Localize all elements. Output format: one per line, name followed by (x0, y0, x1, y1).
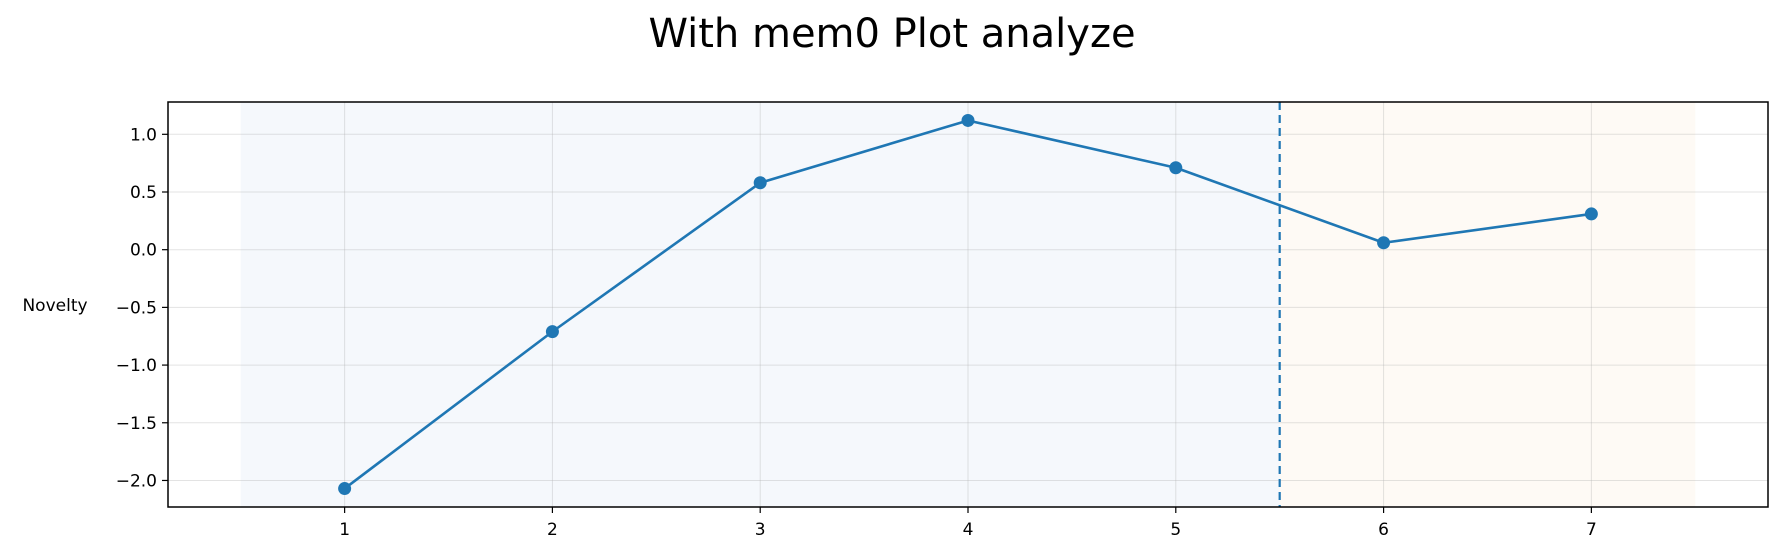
data-point-7 (1584, 207, 1598, 221)
data-point-2 (545, 325, 559, 339)
y-tick-label-1: 0.5 (130, 183, 157, 203)
data-point-4 (961, 113, 975, 127)
y-axis-ticks: 1.0 0.5 0.0 −0.5 −1.0 −1.5 −2.0 (116, 125, 168, 491)
shaded-region-1 (240, 102, 1280, 507)
data-point-1 (338, 482, 352, 496)
y-tick-label-0: 1.0 (130, 125, 157, 145)
chart-title: With mem0 Plot analyze (648, 11, 1135, 57)
data-point-6 (1377, 236, 1391, 250)
data-series (338, 113, 1598, 496)
shaded-regions (240, 102, 1696, 507)
shaded-region-2 (1279, 102, 1696, 507)
data-point-3 (753, 176, 767, 190)
x-tick-label-2: 2 (547, 520, 558, 540)
data-point-5 (1169, 161, 1183, 175)
y-tick-label-5: −1.5 (116, 414, 157, 434)
x-axis-ticks: 1 2 3 4 5 6 7 (339, 507, 1597, 540)
y-tick-label-4: −1.0 (116, 356, 157, 376)
y-tick-label-2: 0.0 (130, 241, 157, 261)
y-tick-label-6: −2.0 (116, 471, 157, 491)
x-tick-label-3: 3 (755, 520, 766, 540)
x-tick-label-4: 4 (963, 520, 974, 540)
y-tick-label-3: −0.5 (116, 298, 157, 318)
x-tick-label-5: 5 (1170, 520, 1181, 540)
x-tick-label-1: 1 (339, 520, 350, 540)
x-tick-label-7: 7 (1586, 520, 1597, 540)
y-axis-label: Novelty (22, 296, 87, 316)
x-tick-label-6: 6 (1378, 520, 1389, 540)
